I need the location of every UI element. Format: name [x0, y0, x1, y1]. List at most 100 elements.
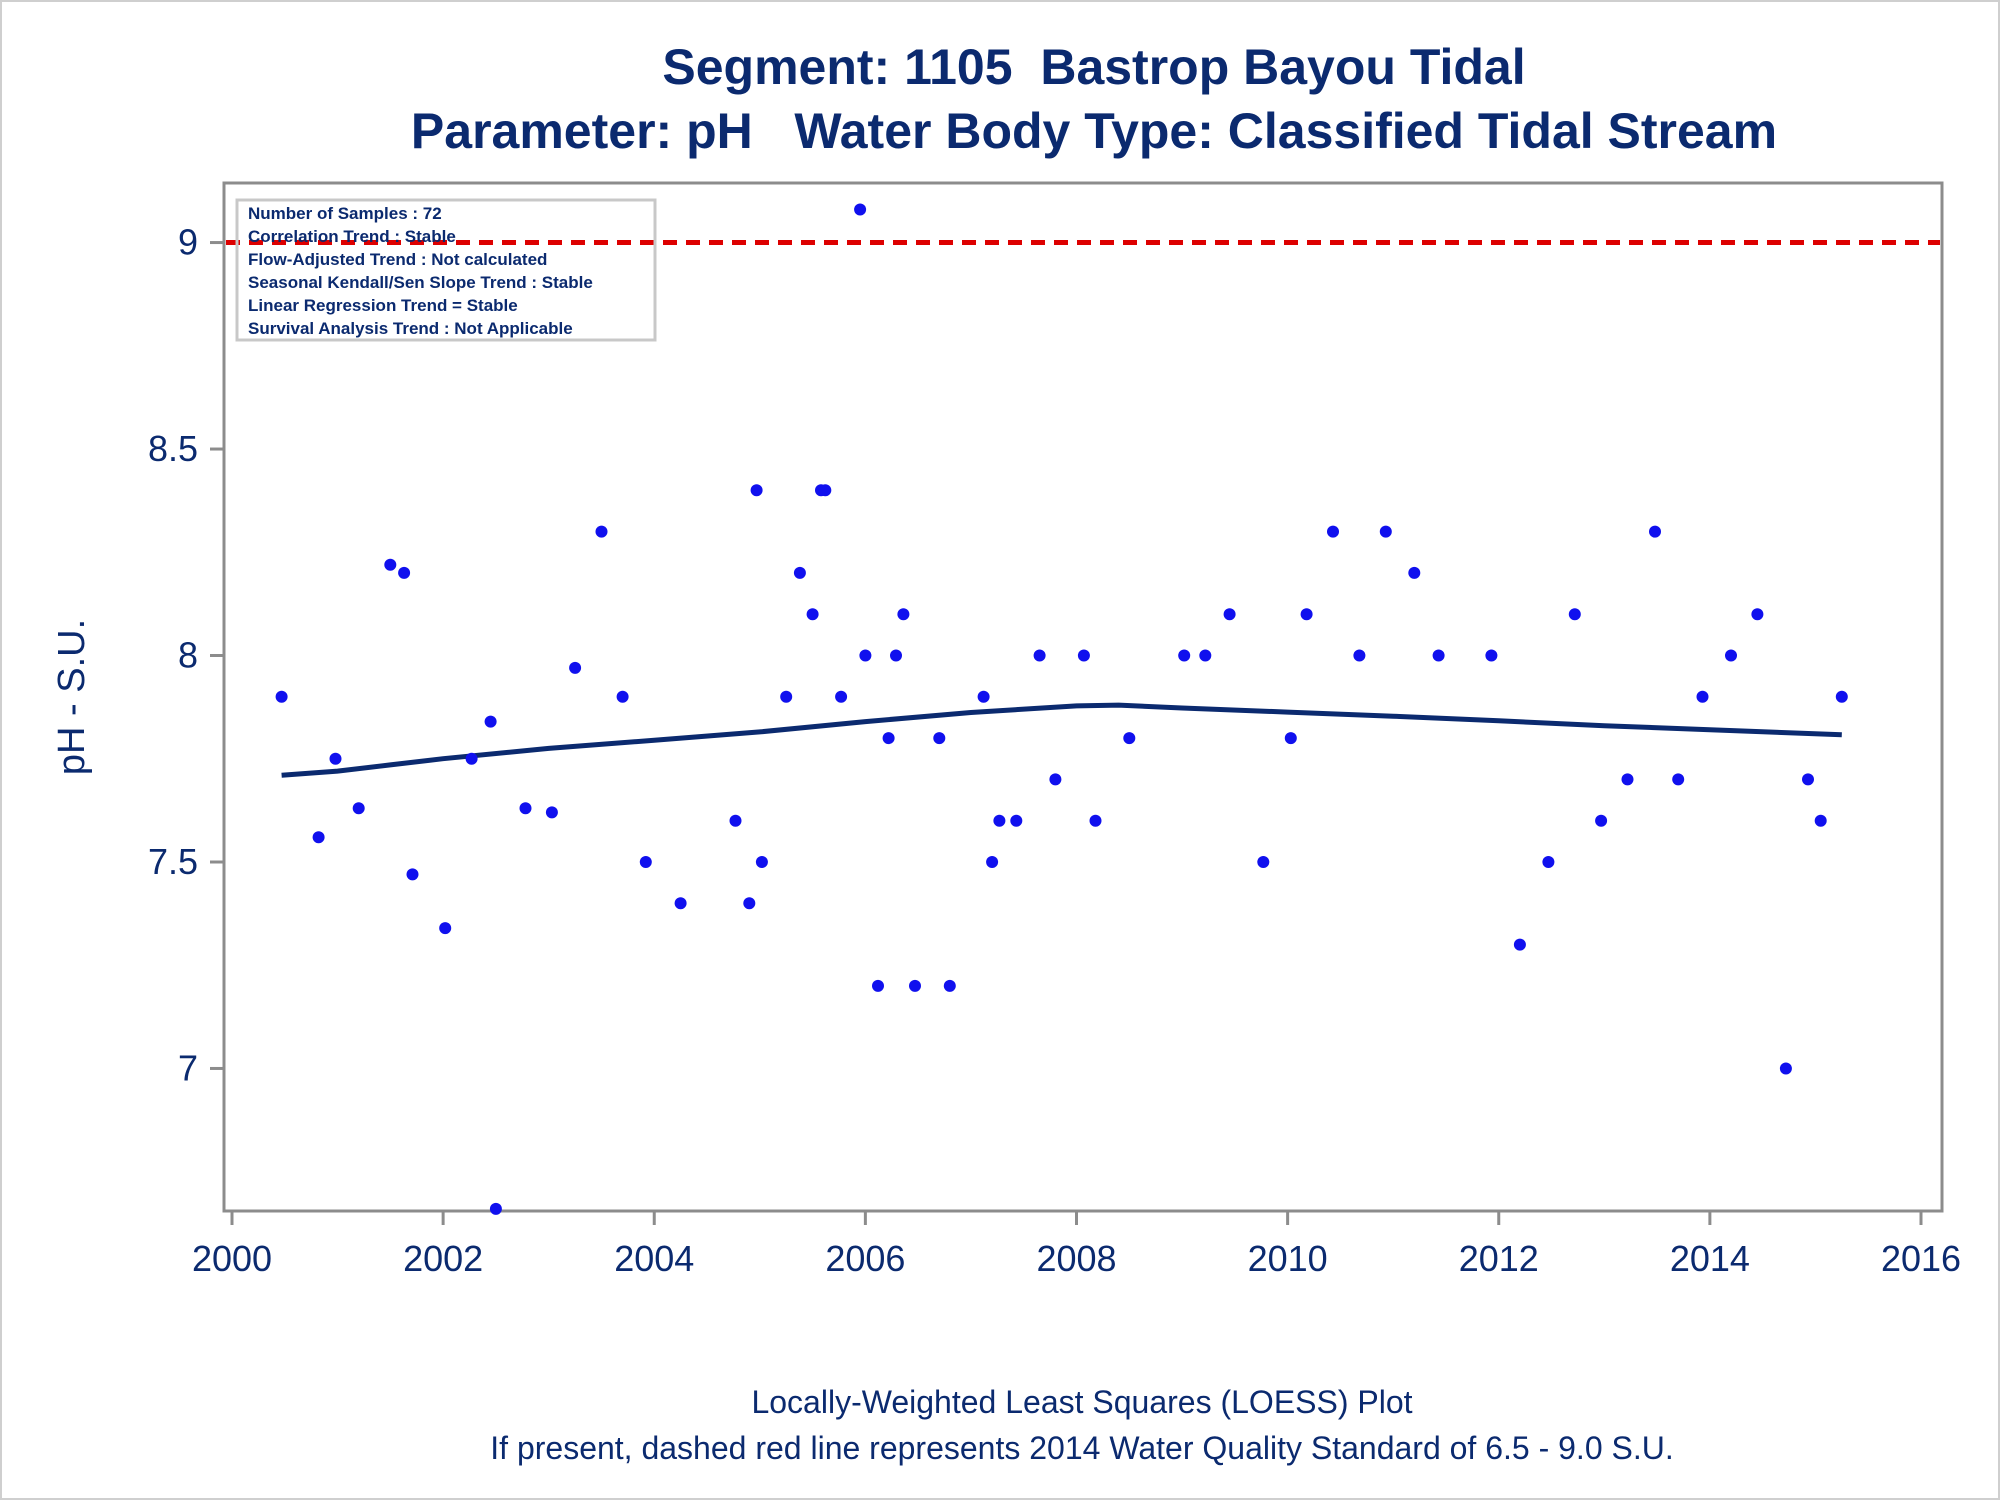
- x-tick-label: 2008: [1036, 1238, 1116, 1279]
- stats-line: Number of Samples : 72: [248, 204, 442, 223]
- data-point: [1779, 1062, 1792, 1075]
- y-tick-label: 9: [178, 222, 198, 263]
- data-point: [819, 484, 832, 497]
- footnote-line: Locally-Weighted Least Squares (LOESS) P…: [751, 1384, 1412, 1420]
- data-point: [1696, 690, 1709, 703]
- data-point: [569, 661, 582, 674]
- data-point: [1257, 856, 1270, 868]
- data-point: [1835, 690, 1848, 703]
- data-point: [780, 690, 793, 703]
- data-point: [1672, 773, 1685, 786]
- data-points: [275, 203, 1848, 1215]
- data-point: [1379, 525, 1392, 538]
- data-point: [933, 732, 946, 745]
- x-tick-label: 2016: [1881, 1238, 1961, 1279]
- data-point: [755, 856, 768, 868]
- data-point: [1123, 732, 1136, 745]
- data-point: [1199, 649, 1212, 662]
- data-point: [519, 802, 532, 815]
- data-point: [1814, 814, 1827, 827]
- stats-box-border: [235, 198, 657, 342]
- data-point: [993, 814, 1006, 827]
- x-tick-label: 2004: [614, 1238, 694, 1279]
- loess-fit-line: [281, 702, 1842, 778]
- y-tick-label: 7: [178, 1047, 198, 1088]
- data-point: [639, 856, 652, 868]
- data-point: [1089, 814, 1102, 827]
- data-point: [729, 814, 742, 827]
- data-point: [1077, 649, 1090, 662]
- data-point: [1178, 649, 1191, 662]
- data-point: [1802, 773, 1814, 786]
- data-point: [439, 922, 452, 935]
- x-axis: 2000 2002 2004 2006 2008 2010 2012 2014 2016: [192, 1211, 1961, 1279]
- data-point: [835, 690, 848, 703]
- data-point: [465, 752, 478, 765]
- stats-line: Survival Analysis Trend : Not Applicable: [248, 319, 573, 338]
- data-point: [1033, 649, 1046, 662]
- data-point: [1284, 732, 1297, 745]
- data-point: [1010, 814, 1023, 827]
- data-point: [1353, 649, 1366, 662]
- data-point: [793, 566, 806, 579]
- stats-line: Linear Regression Trend = Stable: [248, 296, 518, 315]
- data-point: [1568, 608, 1581, 621]
- stats-line: Correlation Trend : Stable: [248, 227, 456, 246]
- stats-line: Seasonal Kendall/Sen Slope Trend : Stabl…: [248, 273, 593, 292]
- data-point: [275, 690, 288, 703]
- data-point: [352, 802, 365, 815]
- x-tick-label: 2002: [403, 1238, 483, 1279]
- data-point: [859, 649, 872, 662]
- data-point: [882, 732, 895, 745]
- data-point: [595, 525, 608, 538]
- data-point: [872, 979, 884, 992]
- data-point: [1432, 649, 1445, 662]
- data-point: [489, 1202, 502, 1215]
- stats-line: Flow-Adjusted Trend : Not calculated: [248, 250, 547, 269]
- data-point: [890, 649, 902, 662]
- footnote-line: If present, dashed red line represents 2…: [490, 1430, 1673, 1466]
- data-point: [1049, 773, 1062, 786]
- data-point: [750, 484, 763, 497]
- data-point: [329, 752, 342, 765]
- data-point: [1408, 566, 1421, 579]
- data-point: [545, 806, 558, 819]
- data-point: [484, 715, 497, 728]
- data-point: [1595, 814, 1608, 827]
- data-point: [1513, 938, 1526, 951]
- x-tick-label: 2006: [825, 1238, 905, 1279]
- y-tick-label: 8.5: [148, 428, 198, 469]
- data-point: [977, 690, 990, 703]
- data-point: [1327, 525, 1339, 538]
- data-point: [398, 566, 411, 579]
- data-point: [1223, 608, 1236, 621]
- data-point: [1485, 649, 1498, 662]
- data-point: [406, 868, 419, 881]
- data-point: [384, 558, 397, 571]
- data-point: [1725, 649, 1737, 662]
- x-tick-label: 2000: [192, 1238, 272, 1279]
- data-point: [909, 979, 921, 992]
- data-point: [616, 690, 629, 703]
- data-point: [1751, 608, 1764, 621]
- data-point: [1300, 608, 1313, 621]
- data-point: [1621, 773, 1634, 786]
- stats-box: Number of Samples : 72 Correlation Trend…: [235, 198, 657, 342]
- data-point: [743, 897, 756, 910]
- data-point: [806, 608, 819, 621]
- data-point: [943, 979, 956, 992]
- x-tick-label: 2012: [1459, 1238, 1539, 1279]
- y-tick-label: 7.5: [148, 841, 198, 882]
- chart-title: Segment: 1105 Bastrop Bayou Tidal: [662, 39, 1525, 95]
- data-point: [1649, 525, 1661, 538]
- data-point: [1542, 856, 1555, 868]
- plot-area: [222, 181, 1944, 1213]
- x-tick-label: 2014: [1670, 1238, 1750, 1279]
- data-point: [986, 856, 999, 868]
- data-point: [854, 203, 867, 216]
- data-point: [897, 608, 910, 621]
- y-axis-label: pH - S.U.: [51, 619, 93, 775]
- x-tick-label: 2010: [1248, 1238, 1328, 1279]
